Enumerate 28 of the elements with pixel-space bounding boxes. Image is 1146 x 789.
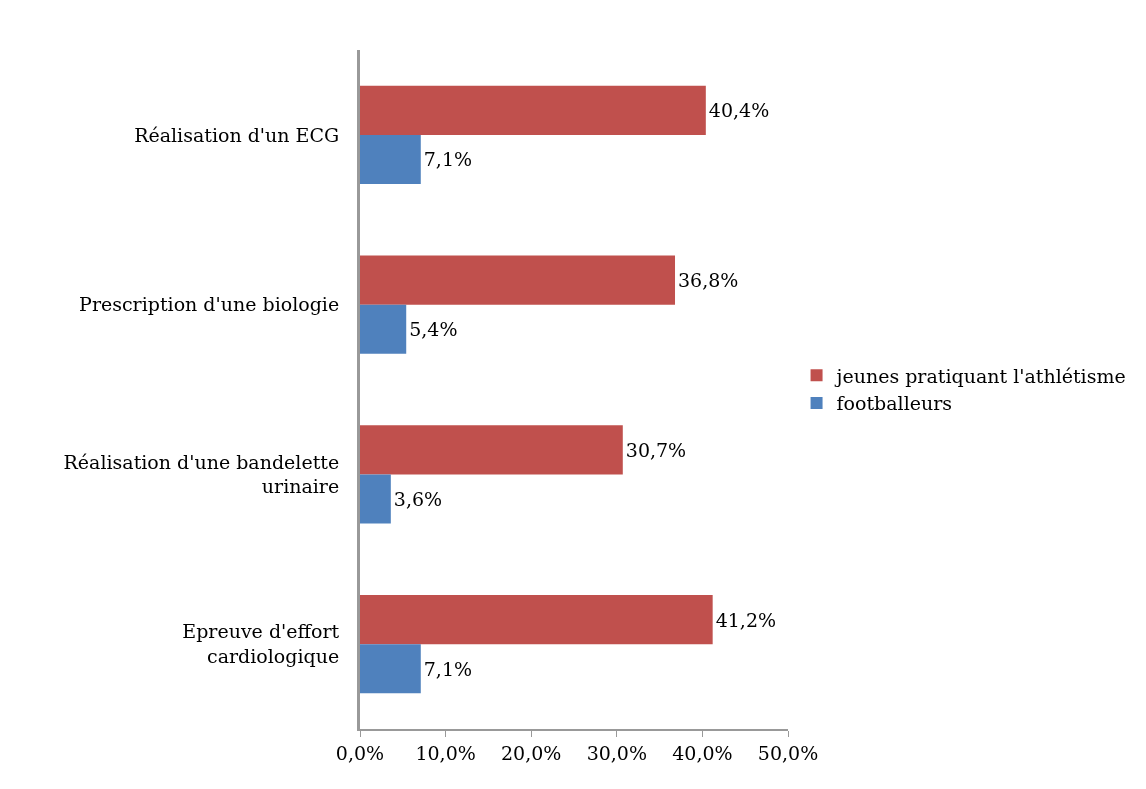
data-label: 7,1% [423, 148, 473, 171]
bar [360, 255, 676, 305]
x-tick-label: 40,0% [672, 741, 733, 764]
data-label: 30,7% [625, 438, 687, 461]
data-label: 36,8% [678, 269, 739, 292]
bar [360, 425, 623, 475]
bar [360, 594, 713, 645]
x-tick-label: 30,0% [586, 741, 647, 764]
legend-label: jeunes pratiquant l'athlétisme [834, 364, 1126, 387]
x-tick-label: 0,0% [335, 741, 385, 764]
y-tick-label: Prescription d'une biologie [79, 293, 340, 316]
bar [360, 134, 421, 185]
data-label: 40,4% [708, 99, 770, 122]
x-tick-label: 50,0% [757, 741, 819, 764]
bar [360, 644, 421, 694]
y-tick-label: Epreuve d'effort cardiologique [182, 620, 340, 668]
y-tick-label: Réalisation d'un ECG [134, 123, 340, 146]
x-tick-label: 10,0% [415, 741, 476, 764]
bar [360, 304, 407, 354]
bar [360, 474, 391, 524]
y-tick-label: Réalisation d'une bandelette urinaire [63, 450, 340, 498]
x-tick-label: 20,0% [501, 741, 562, 764]
legend-label: footballeurs [836, 392, 953, 415]
data-label: 7,1% [423, 657, 473, 680]
data-label: 41,2% [715, 608, 777, 631]
bar [360, 85, 706, 135]
data-label: 5,4% [409, 318, 458, 341]
data-label: 3,6% [393, 487, 443, 510]
